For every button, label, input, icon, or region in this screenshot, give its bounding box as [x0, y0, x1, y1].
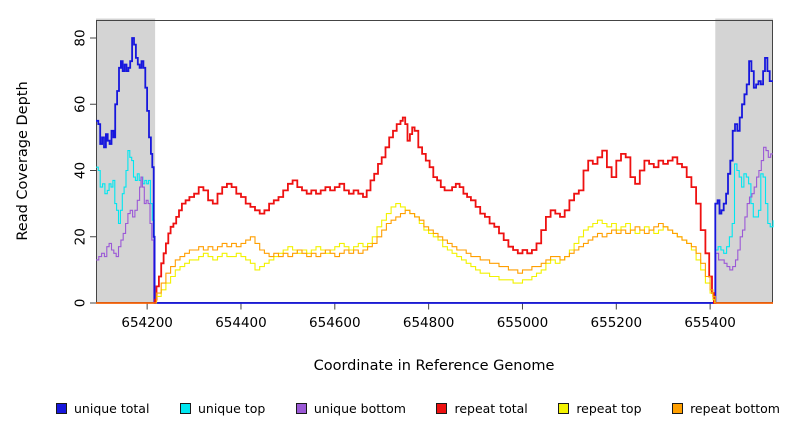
legend-label: repeat bottom [690, 400, 780, 416]
y-tick-label: 20 [73, 228, 89, 245]
legend-item-repeat-bottom: repeat bottom [672, 401, 780, 416]
legend: unique total unique top unique bottom repea… [0, 398, 792, 418]
axes: 654200 654400 654600 654800 655000 655200 6554… [73, 20, 773, 331]
legend-item-repeat-total: repeat total [436, 400, 528, 416]
legend-item-unique-bottom: unique bottom [295, 400, 406, 416]
legend-swatch-unique-top [179, 402, 191, 414]
shaded-region [96, 18, 156, 302]
y-tick-label: 60 [73, 96, 89, 113]
coverage-lines [96, 37, 774, 304]
legend-item-unique-total: unique total [56, 401, 149, 416]
legend-label: unique bottom [313, 400, 406, 416]
legend-swatch-repeat-bottom [672, 402, 684, 414]
legend-swatch-unique-total [56, 402, 67, 414]
y-tick-label: 40 [73, 162, 89, 179]
x-tick-label: 654200 [121, 315, 173, 331]
x-tick-label: 655200 [591, 315, 643, 331]
x-tick-label: 654600 [309, 315, 361, 331]
legend-item-repeat-top: repeat top [558, 400, 642, 416]
legend-label: unique top [197, 400, 266, 416]
series-line-repeat-bottom [96, 209, 773, 304]
legend-label: repeat total [454, 400, 528, 416]
x-tick-label: 655400 [684, 315, 736, 331]
legend-label: unique total [74, 400, 150, 416]
series-line-repeat-top [96, 203, 773, 304]
series-line-unique-total [96, 37, 773, 304]
x-tick-label: 654800 [403, 315, 455, 331]
y-tick-label: 0 [73, 299, 89, 308]
series-line-unique-top [96, 150, 774, 304]
x-tick-label: 655000 [497, 315, 549, 331]
y-tick-label: 80 [73, 29, 89, 46]
legend-swatch-repeat-total [436, 402, 448, 414]
legend-label: repeat top [576, 400, 642, 416]
legend-swatch-repeat-top [558, 402, 570, 414]
x-axis-title: Coordinate in Reference Genome [314, 358, 555, 374]
y-axis-title: Read Coverage Depth [15, 81, 31, 240]
series-line-repeat-total [96, 116, 773, 304]
legend-swatch-unique-bottom [295, 402, 307, 414]
x-tick-label: 654400 [215, 315, 267, 331]
legend-item-unique-top: unique top [179, 400, 266, 416]
series-line-unique-bottom [96, 146, 773, 304]
